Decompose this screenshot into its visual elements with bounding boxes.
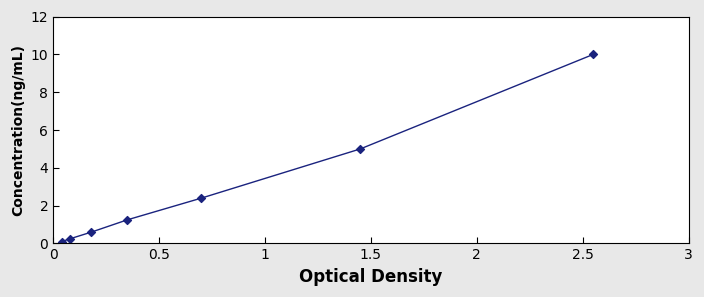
Y-axis label: Concentration(ng/mL): Concentration(ng/mL) <box>11 44 25 216</box>
Point <box>65 236 76 241</box>
Point <box>86 230 97 235</box>
Point <box>196 196 207 200</box>
Point <box>588 52 599 57</box>
Point <box>122 217 133 222</box>
Point <box>56 239 68 244</box>
Point <box>355 147 366 151</box>
X-axis label: Optical Density: Optical Density <box>299 268 443 286</box>
